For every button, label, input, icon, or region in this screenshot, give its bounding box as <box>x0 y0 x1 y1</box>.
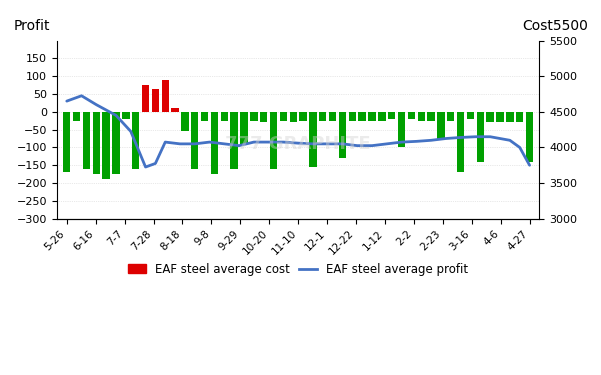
Bar <box>506 112 514 123</box>
Bar <box>102 112 110 180</box>
Bar <box>171 108 178 112</box>
Bar <box>112 112 120 174</box>
Bar <box>290 112 297 123</box>
Bar <box>310 112 317 167</box>
Bar <box>378 112 386 121</box>
Bar <box>407 112 415 119</box>
Bar <box>63 112 70 172</box>
Bar <box>486 112 494 123</box>
Bar <box>230 112 238 169</box>
Bar <box>427 112 435 121</box>
Bar <box>221 112 228 121</box>
Bar <box>191 112 198 169</box>
Bar <box>83 112 90 169</box>
Bar <box>122 112 130 119</box>
Bar <box>299 112 307 121</box>
Bar <box>93 112 100 174</box>
Bar <box>358 112 366 121</box>
Bar <box>516 112 523 123</box>
Bar <box>270 112 277 169</box>
Bar <box>398 112 405 147</box>
Bar <box>279 112 287 121</box>
Bar <box>349 112 356 121</box>
Bar <box>368 112 376 121</box>
Text: 777 GRAPHITE: 777 GRAPHITE <box>225 135 371 153</box>
Bar <box>339 112 346 158</box>
Text: Profit: Profit <box>13 20 50 33</box>
Bar <box>438 112 445 138</box>
Bar <box>162 80 169 112</box>
Bar <box>447 112 454 121</box>
Bar <box>250 112 258 121</box>
Bar <box>142 85 149 112</box>
Bar <box>319 112 326 121</box>
Bar <box>151 88 159 112</box>
Bar <box>260 112 267 123</box>
Bar <box>132 112 139 169</box>
Bar <box>496 112 504 123</box>
Bar <box>211 112 218 174</box>
Bar <box>73 112 81 121</box>
Bar <box>457 112 465 172</box>
Bar <box>329 112 337 121</box>
Bar <box>201 112 209 121</box>
Bar <box>526 112 533 162</box>
Bar <box>418 112 425 121</box>
Bar <box>182 112 189 131</box>
Text: Cost5500: Cost5500 <box>522 20 588 33</box>
Bar <box>467 112 474 119</box>
Bar <box>388 112 395 119</box>
Bar <box>240 112 248 144</box>
Legend: EAF steel average cost, EAF steel average profit: EAF steel average cost, EAF steel averag… <box>123 258 473 280</box>
Bar <box>477 112 484 162</box>
